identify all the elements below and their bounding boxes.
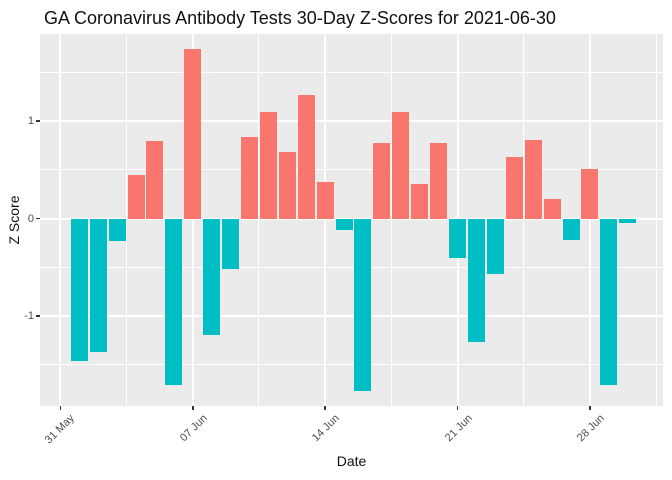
- zscore-bar-2021-06-14: [316, 181, 334, 219]
- minor-gridline-vertical: [390, 34, 392, 406]
- x-axis-tick-mark: [192, 406, 194, 410]
- x-axis-tick-mark: [324, 406, 326, 410]
- zscore-bar-2021-06-04: [127, 174, 145, 219]
- zscore-bar-2021-06-08: [203, 218, 221, 335]
- zscore-bar-2021-06-27: [562, 218, 580, 241]
- major-gridline-horizontal: [40, 120, 663, 123]
- major-gridline-vertical: [59, 34, 62, 406]
- zscore-bar-2021-06-21: [449, 218, 467, 258]
- x-axis-tick-mark: [59, 406, 62, 410]
- minor-gridline-horizontal: [40, 71, 663, 73]
- minor-gridline-vertical: [126, 34, 128, 406]
- major-gridline-vertical: [324, 34, 327, 406]
- zscore-bar-2021-06-10: [241, 136, 259, 219]
- y-axis-tick-label: 1: [27, 115, 34, 128]
- x-axis-tick-mark: [456, 406, 459, 410]
- zscore-bar-2021-06-25: [524, 139, 542, 219]
- zscore-bar-2021-06-07: [184, 48, 202, 219]
- minor-gridline-vertical: [655, 34, 657, 406]
- zscore-bar-2021-06-03: [108, 218, 126, 242]
- zscore-bar-2021-06-28: [581, 168, 599, 219]
- minor-gridline-vertical: [523, 34, 525, 406]
- zscore-bar-2021-06-06: [165, 218, 183, 386]
- x-axis-tick-label: 31 May: [43, 412, 78, 447]
- zscore-bar-2021-06-29: [600, 218, 618, 386]
- minor-gridline-horizontal: [40, 169, 663, 171]
- x-axis-tick-label: 28 Jun: [574, 412, 607, 445]
- zscore-bar-2021-06-26: [543, 199, 561, 219]
- y-axis-tick-mark: [36, 120, 40, 122]
- zscore-bar-2021-06-09: [222, 218, 240, 270]
- y-axis-tick-label: -1: [24, 310, 34, 323]
- zscore-bar-2021-06-01: [70, 218, 88, 361]
- zscore-bar-2021-06-19: [411, 184, 429, 219]
- y-axis-tick-mark: [36, 315, 40, 317]
- zscore-bar-2021-06-02: [89, 218, 107, 353]
- minor-gridline-horizontal: [40, 364, 663, 366]
- y-axis-title: Z Score: [6, 195, 22, 245]
- zscore-bar-2021-06-17: [373, 142, 391, 219]
- zscore-bar-2021-06-24: [505, 157, 523, 219]
- zscore-bar-2021-06-11: [259, 112, 277, 219]
- major-gridline-vertical: [191, 34, 194, 406]
- zscore-bar-2021-06-16: [354, 218, 372, 392]
- major-gridline-vertical: [588, 34, 591, 406]
- zscore-bar-2021-06-05: [146, 140, 164, 219]
- x-axis-tick-label: 07 Jun: [177, 412, 210, 445]
- y-axis-tick-label: 0: [27, 212, 34, 225]
- zscore-bar-2021-06-20: [430, 142, 448, 219]
- zscore-bar-2021-06-12: [278, 152, 296, 219]
- x-axis-tick-mark: [589, 406, 591, 410]
- x-axis-title: Date: [336, 453, 367, 469]
- minor-gridline-horizontal: [40, 266, 663, 268]
- zscore-bar-2021-06-30: [619, 218, 637, 224]
- x-axis-tick-label: 21 Jun: [442, 412, 475, 445]
- zscore-bar-2021-06-15: [335, 218, 353, 231]
- zscore-bar-2021-06-22: [467, 218, 485, 343]
- zscore-bar-2021-06-23: [486, 218, 504, 275]
- chart-title: GA Coronavirus Antibody Tests 30-Day Z-S…: [44, 8, 556, 28]
- x-axis-tick-label: 14 Jun: [310, 412, 342, 445]
- major-gridline-horizontal: [40, 315, 663, 318]
- y-axis-tick-mark: [36, 217, 40, 220]
- plot-panel: [40, 34, 663, 406]
- minor-gridline-vertical: [258, 34, 260, 406]
- zscore-bar-2021-06-18: [392, 112, 410, 219]
- zscore-bar-2021-06-13: [297, 94, 315, 219]
